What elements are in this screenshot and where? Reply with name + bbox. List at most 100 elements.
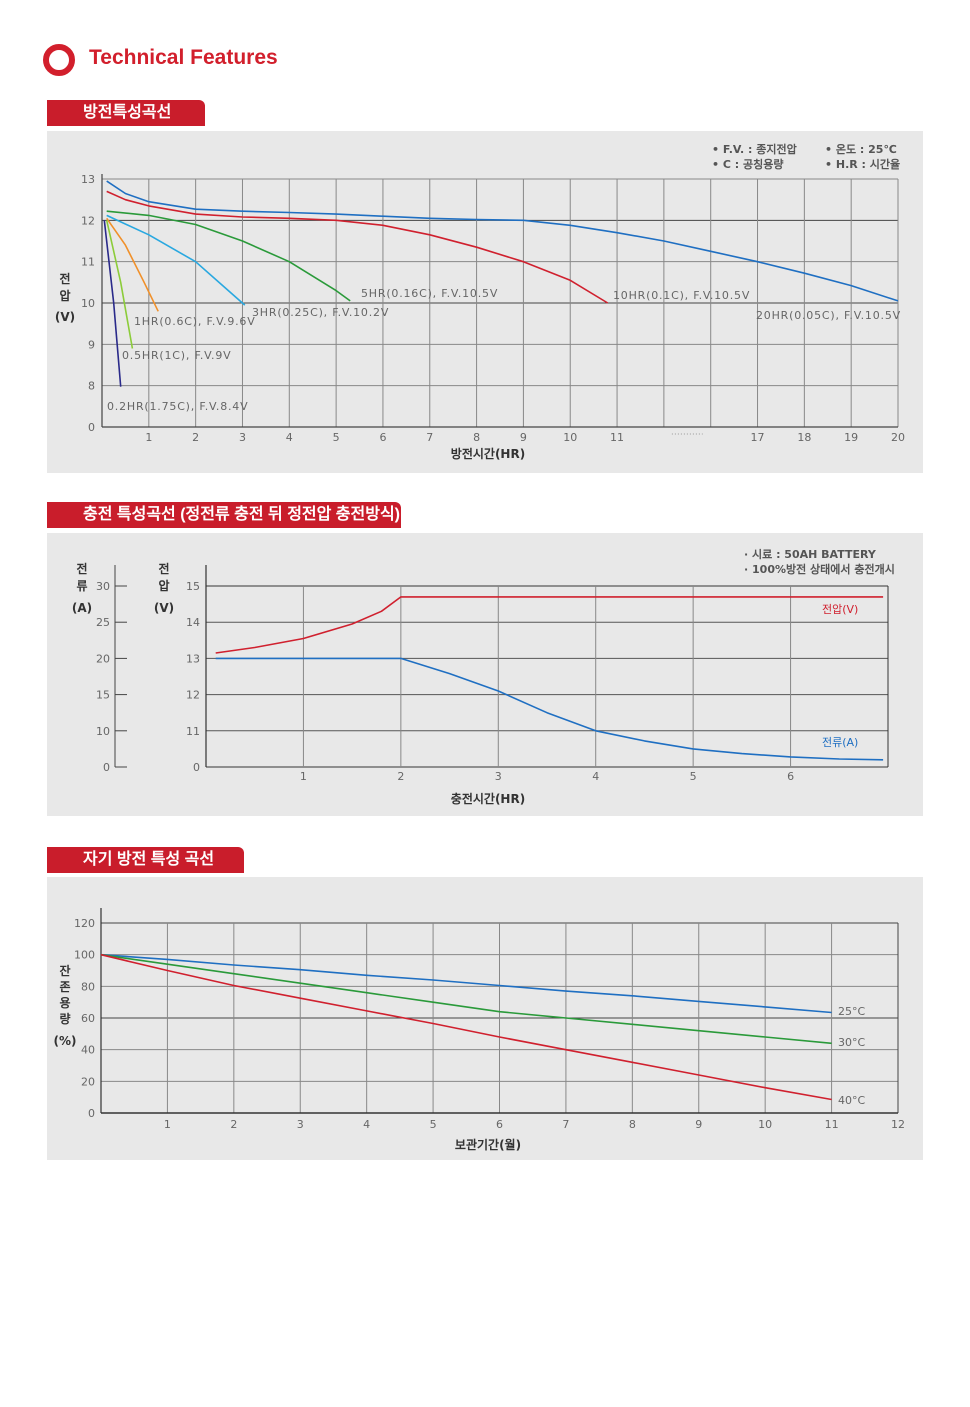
- series-line: [100, 953, 832, 1014]
- x-tick-label: 6: [379, 431, 386, 444]
- series-label: 전류(A): [822, 736, 858, 749]
- discharge-chart-panel: [47, 131, 923, 473]
- voltage-tick-label: 13: [186, 652, 200, 665]
- x-tick-label: 4: [286, 431, 293, 444]
- y-tick-label: 12: [81, 214, 95, 227]
- y-axis-title: 전: [59, 271, 70, 286]
- y-tick-label: 100: [74, 949, 95, 962]
- x-tick-label: 11: [825, 1118, 839, 1131]
- series-line: [215, 596, 884, 654]
- current-tick-label: 30: [96, 580, 110, 593]
- x-tick-label: 3: [495, 770, 502, 783]
- series-label: 40°C: [838, 1094, 865, 1107]
- y-axis-title: 압: [59, 289, 70, 303]
- y-tick-label: 80: [81, 980, 95, 993]
- series-label: 전압(V): [822, 603, 858, 616]
- x-axis-title: 보관기간(월): [455, 1137, 521, 1152]
- voltage-axis-title: (V): [154, 601, 174, 615]
- y-axis-title: 존: [59, 980, 70, 994]
- current-tick-label: 25: [96, 616, 110, 629]
- y-tick-label: 0: [88, 1107, 95, 1120]
- x-tick-label: 5: [333, 431, 340, 444]
- x-axis-title: 충전시간(HR): [451, 791, 525, 806]
- x-tick-label: 9: [520, 431, 527, 444]
- x-tick-label: 8: [473, 431, 480, 444]
- y-tick-label: 9: [88, 338, 95, 351]
- x-tick-label: 4: [592, 770, 599, 783]
- section-tab-self-discharge: 자기 방전 특성 곡선: [47, 847, 244, 873]
- x-tick-label: 19: [844, 431, 858, 444]
- series-label: 20HR(0.05C), F.V.10.5V: [756, 309, 901, 322]
- x-axis-title: 방전시간(HR): [451, 446, 525, 461]
- y-axis-title: 용: [59, 995, 70, 1010]
- y-tick-label: 13: [81, 173, 95, 186]
- charge-chart-panel: [47, 533, 923, 816]
- y-tick-label: 8: [88, 380, 95, 393]
- voltage-tick-label: 15: [186, 580, 200, 593]
- x-tick-label: 12: [891, 1118, 905, 1131]
- chart-note: · 시료 : 50AH BATTERY: [744, 548, 877, 561]
- series-line: [106, 217, 159, 312]
- series-line: [106, 214, 246, 306]
- x-tick-label: 8: [629, 1118, 636, 1131]
- series-label: 25°C: [838, 1005, 865, 1018]
- series-line: [106, 210, 351, 302]
- series-line: [106, 180, 899, 302]
- ring-bullet-icon: [43, 44, 75, 76]
- section-tab-charge: 충전 특성곡선 (정전류 충전 뒤 정전압 충전방식): [47, 502, 401, 528]
- series-label: 5HR(0.16C), F.V.10.5V: [361, 287, 498, 300]
- series-label: 10HR(0.1C), F.V.10.5V: [613, 289, 750, 302]
- chart-note: • F.V. : 종지전압: [712, 142, 797, 156]
- series-line: [106, 190, 609, 304]
- x-tick-label: 5: [430, 1118, 437, 1131]
- x-tick-label: 7: [562, 1118, 569, 1131]
- y-axis-title: 잔: [59, 963, 70, 978]
- x-tick-label: 6: [496, 1118, 503, 1131]
- current-axis-title: 전: [76, 561, 87, 576]
- voltage-axis-title: 압: [158, 579, 169, 593]
- current-axis-title: 류: [76, 579, 87, 593]
- series-label: 3HR(0.25C), F.V.10.2V: [252, 306, 389, 319]
- x-tick-label: 1: [145, 431, 152, 444]
- voltage-tick-label: 11: [186, 725, 200, 738]
- x-tick-label: 20: [891, 431, 905, 444]
- y-tick-label: 20: [81, 1075, 95, 1088]
- series-line: [100, 953, 832, 1045]
- x-tick-label: 11: [610, 431, 624, 444]
- voltage-axis-title: 전: [158, 561, 169, 576]
- voltage-tick-label: 0: [193, 761, 200, 774]
- x-tick-label: 7: [426, 431, 433, 444]
- voltage-tick-label: 14: [186, 616, 200, 629]
- x-tick-label: 4: [363, 1118, 370, 1131]
- chart-note: · 100%방전 상태에서 충전개시: [744, 562, 895, 576]
- x-tick-label: 9: [695, 1118, 702, 1131]
- x-tick-label: 1: [164, 1118, 171, 1131]
- x-tick-label: 1: [300, 770, 307, 783]
- y-tick-label: 120: [74, 917, 95, 930]
- y-tick-label: 10: [81, 297, 95, 310]
- y-tick-label: 60: [81, 1012, 95, 1025]
- current-tick-label: 10: [96, 725, 110, 738]
- x-tick-label: 3: [297, 1118, 304, 1131]
- series-label: 30°C: [838, 1036, 865, 1049]
- series-line: [215, 657, 884, 761]
- x-tick-label: 6: [787, 770, 794, 783]
- series-label: 0.5HR(1C), F.V.9V: [122, 349, 231, 362]
- current-axis-title: (A): [72, 601, 92, 615]
- chart-note: • H.R : 시간율: [825, 157, 900, 171]
- series-label: 0.2HR(1.75C), F.V.8.4V: [107, 400, 248, 413]
- series-label: 1HR(0.6C), F.V.9.6V: [134, 315, 256, 328]
- voltage-tick-label: 12: [186, 689, 200, 702]
- series-line: [105, 220, 134, 349]
- y-axis-title: (V): [55, 310, 75, 324]
- chart-note: • C : 공칭용량: [712, 157, 783, 171]
- x-tick-label: 17: [751, 431, 765, 444]
- x-tick-label: 2: [230, 1118, 237, 1131]
- x-tick-label: 18: [797, 431, 811, 444]
- current-tick-label: 20: [96, 652, 110, 665]
- current-tick-label: 15: [96, 689, 110, 702]
- chart-note: • 온도 : 25℃: [825, 143, 897, 156]
- y-tick-label: 11: [81, 256, 95, 269]
- x-tick-label: 2: [192, 431, 199, 444]
